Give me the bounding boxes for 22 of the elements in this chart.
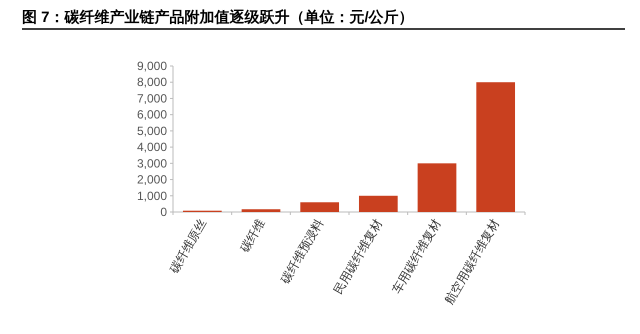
- y-tick-label: 7,000: [136, 91, 168, 106]
- x-tick-label: 车用碳纤维复材: [389, 216, 444, 296]
- chart-title: 图 7：碳纤维产业链产品附加值逐级跃升（单位：元/公斤）: [22, 8, 414, 26]
- y-tick-label: 6,000: [136, 108, 168, 122]
- x-tick-label: 碳纤维原丝: [166, 216, 209, 276]
- bar: [476, 82, 516, 212]
- y-tick-label: 0: [160, 205, 168, 219]
- bar: [418, 163, 456, 212]
- y-tick-label: 8,000: [136, 75, 168, 90]
- x-tick-label: 航空用碳纤维复材: [442, 216, 502, 307]
- x-tick-label: 民用碳纤维复材: [330, 216, 385, 296]
- bar: [242, 209, 280, 212]
- x-tick-label: 碳纤维预浸料: [278, 216, 326, 287]
- y-tick-label: 5,000: [136, 124, 168, 138]
- y-tick-label: 4,000: [136, 140, 168, 154]
- bar: [358, 196, 398, 212]
- y-tick-label: 2,000: [136, 172, 168, 187]
- y-tick-label: 3,000: [136, 156, 168, 170]
- x-tick-label: 碳纤维: [236, 216, 268, 256]
- y-tick-label: 9,000: [136, 59, 168, 73]
- bar: [300, 202, 340, 212]
- y-tick-label: 1,000: [136, 188, 168, 203]
